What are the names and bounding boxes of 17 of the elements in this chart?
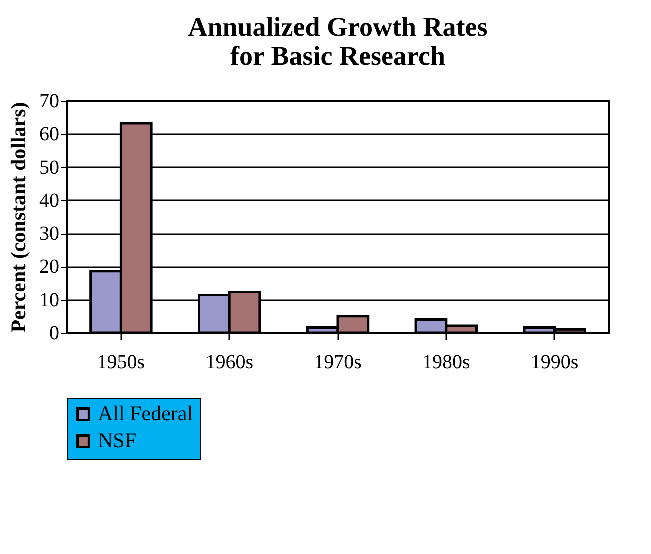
y-tick-label: 30 — [40, 223, 60, 246]
y-tick-label: 70 — [40, 90, 60, 112]
x-tick-label: 1990s — [530, 352, 579, 374]
legend-label: NSF — [98, 428, 137, 452]
legend-label: All Federal — [98, 402, 194, 426]
y-axis-title: Percent (constant dollars) — [6, 102, 30, 333]
y-tick-label: 10 — [40, 289, 60, 312]
x-tick-label: 1960s — [206, 352, 254, 374]
y-tick-label: 0 — [50, 322, 60, 344]
y-tick-label: 50 — [40, 156, 60, 179]
chart-title: Annualized Growth Rates for Basic Research — [188, 12, 488, 71]
y-tick-label: 20 — [40, 256, 60, 278]
x-tick-label: 1970s — [314, 352, 362, 374]
y-tick-label: 60 — [40, 124, 60, 146]
x-tick-label: 1950s — [97, 352, 146, 374]
x-tick-label: 1980s — [422, 352, 470, 374]
y-tick-label: 40 — [40, 190, 60, 212]
